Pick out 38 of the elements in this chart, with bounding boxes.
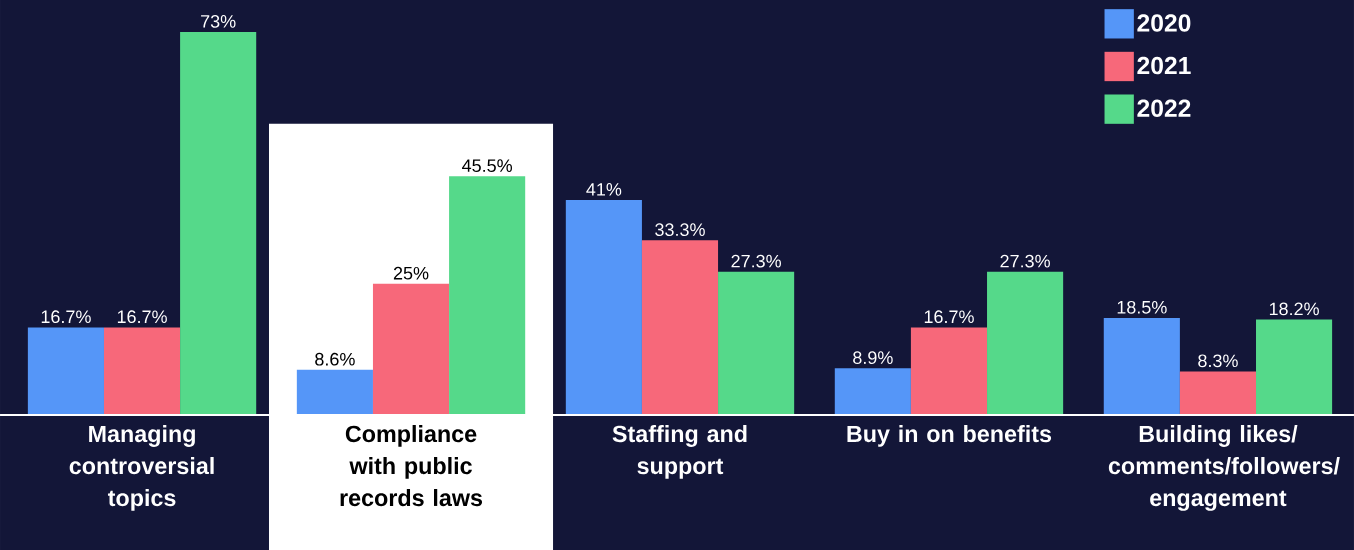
bar (296, 369, 373, 415)
legend-label: 2020 (1137, 14, 1191, 32)
bar (565, 199, 642, 415)
x-tick-label: Building likes/ comments/followers/ engagement (1108, 425, 1340, 511)
data-label: 16.7% (41, 310, 91, 324)
data-label: 73% (201, 15, 236, 28)
bar (1256, 319, 1333, 415)
data-label: 18.2% (1269, 302, 1319, 316)
data-label: 41% (586, 183, 622, 196)
data-label: 8.3% (1198, 354, 1238, 368)
legend-label: 2021 (1137, 56, 1191, 75)
bar (1103, 317, 1180, 415)
bar (910, 327, 988, 415)
data-label: 8.9% (853, 351, 893, 365)
x-tick-label: Staffing and support (612, 425, 747, 479)
legend-label: 2022 (1137, 99, 1191, 118)
bar (987, 271, 1064, 415)
x-tick-label: Managing controversial topics (69, 425, 214, 511)
data-label: 18.5% (1117, 300, 1167, 314)
bar (372, 283, 450, 415)
bar (180, 32, 257, 415)
data-label: 25% (393, 266, 429, 280)
data-label: 8.6% (315, 352, 355, 366)
x-tick-label: Compliance with public records laws (340, 425, 483, 507)
data-label: 45.5% (462, 159, 513, 173)
bar (449, 176, 526, 415)
data-label: 27.3% (1000, 254, 1050, 268)
data-label: 33.3% (655, 223, 705, 237)
data-label: 27.3% (731, 254, 781, 268)
data-label: 16.7% (924, 310, 974, 324)
bar (834, 368, 911, 415)
bar (641, 240, 719, 415)
x-tick-label: Buy in on benefits (847, 425, 1052, 447)
bar (27, 327, 104, 415)
bar (718, 271, 795, 415)
data-label: 16.7% (117, 310, 167, 324)
bar (1179, 371, 1257, 415)
bar (103, 327, 181, 415)
